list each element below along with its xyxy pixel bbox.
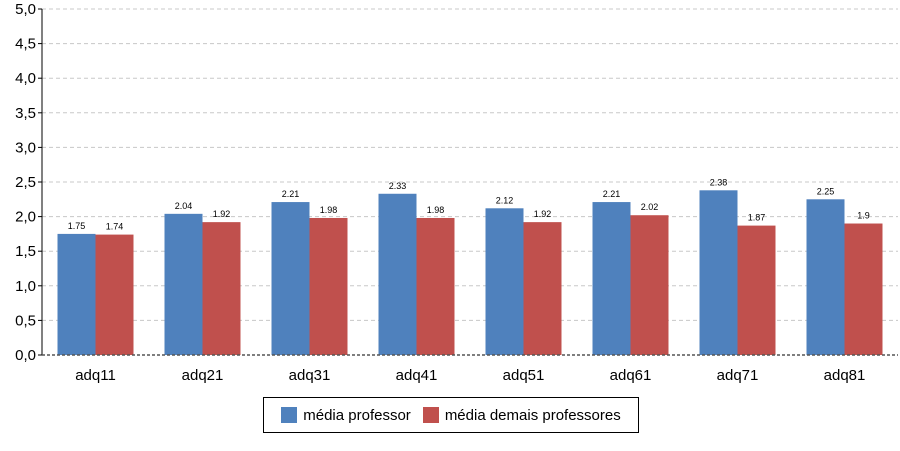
data-label-adq81-series-1: 2.25 [817, 186, 835, 196]
bar-adq11-series-2 [95, 234, 134, 355]
x-tick-label: adq61 [610, 367, 652, 384]
legend-item-series-1: média professor [281, 407, 411, 424]
data-label-adq31-series-2: 1.98 [320, 205, 338, 215]
bar-adq81-series-1 [806, 199, 845, 355]
legend-item-series-2: média demais professores [422, 406, 621, 424]
data-label-adq21-series-2: 1.92 [213, 209, 231, 219]
bar-adq61-series-1 [592, 202, 631, 355]
x-tick-label: adq21 [182, 367, 224, 384]
x-tick-label: adq81 [824, 367, 866, 384]
bar-adq51-series-1 [485, 208, 524, 355]
y-tick-label: 2,0 [15, 209, 36, 226]
data-label-adq61-series-2: 2.02 [641, 202, 659, 212]
y-tick-label: 4,0 [15, 70, 36, 87]
legend-label-series-1: média professor [303, 406, 411, 424]
bar-adq41-series-1 [378, 193, 417, 355]
y-tick-label: 1,5 [15, 243, 36, 260]
axes: 0,0 0,5 1,0 1,5 2,0 2,5 3,0 3,5 4,0 4,5 5,0 adq11 ad… [15, 1, 898, 384]
legend: média professor média demais professores [263, 397, 639, 433]
data-label-adq81-series-2: 1.9 [857, 211, 870, 221]
bar-adq71-series-1 [699, 190, 738, 355]
x-tick-label: adq31 [289, 367, 331, 384]
bar-adq31-series-2 [309, 217, 348, 355]
legend-swatch-series-2 [422, 407, 439, 423]
data-label-adq41-series-1: 2.33 [389, 181, 407, 191]
bar-adq51-series-2 [523, 222, 562, 355]
y-tick-label: 2,5 [15, 174, 36, 191]
bar-adq81-series-2 [844, 223, 883, 355]
bar-adq41-series-2 [416, 217, 455, 355]
bar-adq61-series-2 [630, 215, 669, 355]
data-label-adq21-series-1: 2.04 [175, 201, 193, 211]
x-tick-label: adq11 [75, 367, 116, 384]
data-label-adq61-series-1: 2.21 [603, 189, 621, 199]
bars: 1.75 1.742.041.922.211.982.331.982.121.92… [57, 177, 883, 355]
data-label-adq71-series-1: 2.38 [710, 177, 728, 187]
y-tick-label: 5,0 [15, 1, 36, 18]
data-label-adq11-series-2: 1.74 [106, 222, 124, 232]
y-tick-label: 3,5 [15, 105, 36, 122]
legend-label-series-2: média demais professores [444, 406, 621, 424]
x-tick-label: adq41 [396, 367, 438, 384]
y-tick-label: 3,0 [15, 139, 36, 156]
bar-adq31-series-1 [271, 202, 310, 355]
data-label-adq51-series-1: 2.12 [496, 195, 514, 205]
bar-adq11-series-1 [57, 233, 96, 355]
data-label-adq31-series-1: 2.21 [282, 189, 300, 199]
legend-swatch-series-1 [281, 407, 298, 423]
data-label-adq71-series-2: 1.87 [748, 213, 766, 223]
x-tick-label: adq71 [717, 367, 759, 384]
y-tick-label: 4,5 [15, 36, 36, 53]
x-tick-label: adq51 [503, 367, 545, 384]
y-tick-label: 1,0 [15, 278, 36, 295]
data-label-adq51-series-2: 1.92 [534, 209, 552, 219]
bar-adq21-series-1 [164, 213, 203, 355]
data-label-adq11-series-1: 1.75 [68, 221, 86, 231]
data-label-adq41-series-2: 1.98 [427, 205, 445, 215]
y-tick-label: 0,0 [15, 347, 36, 364]
y-tick-label: 0,5 [15, 312, 36, 329]
bar-adq21-series-2 [202, 222, 241, 355]
bar-adq71-series-2 [737, 225, 776, 355]
